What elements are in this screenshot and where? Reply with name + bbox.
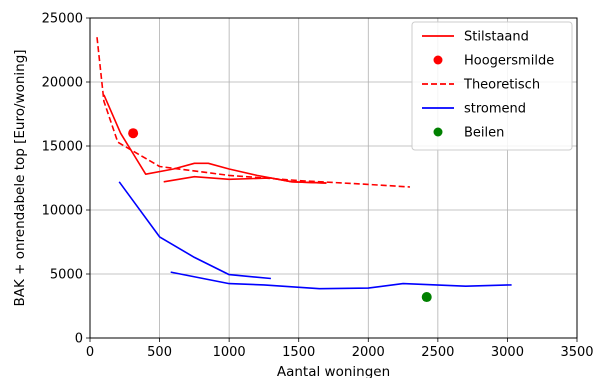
legend-box xyxy=(411,21,573,151)
legend: Stilstaand Hoogersmilde Theoretisch stromen… xyxy=(411,21,573,151)
y-tick-label: 0 xyxy=(75,332,83,347)
legend-label-stromend: stromend xyxy=(464,102,526,117)
x-tick-label: 0 xyxy=(86,345,94,360)
plot-area xyxy=(96,37,512,303)
x-tick-label: 3000 xyxy=(491,345,524,360)
x-tick-label: 1000 xyxy=(213,345,246,360)
legend-marker-hoogersmilde xyxy=(433,55,443,65)
series-line-stilstaand xyxy=(163,175,327,184)
y-tick-label: 10000 xyxy=(42,204,83,219)
series-line-stromend xyxy=(170,271,512,290)
x-tick-label: 3500 xyxy=(560,345,593,360)
y-tick-label: 25000 xyxy=(42,12,83,27)
legend-label-hoogersmilde: Hoogersmilde xyxy=(464,54,554,69)
x-tick-label: 500 xyxy=(147,345,172,360)
legend-label-beilen: Beilen xyxy=(464,126,504,141)
x-tick-label: 1500 xyxy=(282,345,315,360)
y-tick-label: 5000 xyxy=(50,268,83,283)
axis-ticks: 0 500 1000 1500 2000 2500 3000 3500 0 5000 10000 15… xyxy=(42,12,594,361)
y-tick-label: 20000 xyxy=(42,76,83,91)
y-tick-label: 15000 xyxy=(42,140,83,155)
series-point-hoogersmilde xyxy=(128,128,139,139)
legend-marker-beilen xyxy=(433,127,443,137)
series-line-theoretisch xyxy=(96,37,411,188)
x-tick-label: 2000 xyxy=(352,345,385,360)
plot-frame xyxy=(89,17,578,339)
legend-label-stilstaand: Stilstaand xyxy=(464,30,529,45)
y-axis-label: BAK + onrendabele top [Euro/woning] xyxy=(12,49,28,306)
series-line-stromend xyxy=(118,181,271,280)
x-axis-label: Aantal woningen xyxy=(277,364,390,378)
series-line-stilstaand xyxy=(103,94,327,184)
series-point-beilen xyxy=(421,292,432,303)
legend-label-theoretisch: Theoretisch xyxy=(463,78,540,93)
x-tick-label: 2500 xyxy=(421,345,454,360)
